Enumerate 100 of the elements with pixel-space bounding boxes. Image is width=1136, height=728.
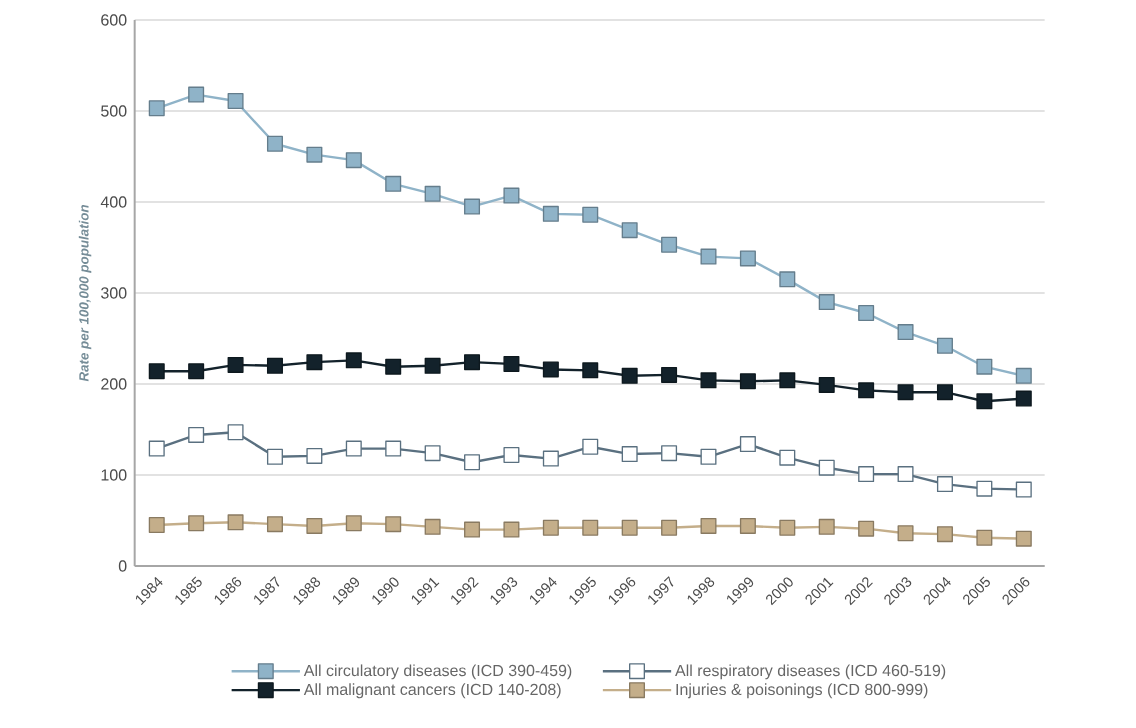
point <box>661 236 678 253</box>
point <box>1015 367 1032 384</box>
point <box>582 438 599 455</box>
point <box>936 476 953 493</box>
point <box>779 449 796 466</box>
point <box>464 521 481 538</box>
point <box>739 517 756 534</box>
point <box>818 459 835 476</box>
y-tick-label: 600 <box>101 14 127 26</box>
point <box>858 520 875 537</box>
point <box>227 356 244 373</box>
point <box>227 92 244 109</box>
y-tick-label: 200 <box>101 378 127 390</box>
point <box>700 248 717 265</box>
point <box>464 454 481 471</box>
point <box>621 222 638 239</box>
point <box>306 146 323 163</box>
point <box>858 305 875 322</box>
point <box>858 382 875 399</box>
y-tick-label: 400 <box>100 196 127 208</box>
point <box>582 519 599 536</box>
point <box>582 206 599 223</box>
point <box>227 424 244 441</box>
point <box>266 448 283 465</box>
point <box>1015 390 1032 407</box>
y-axis-title: Rate per 100,000 population <box>78 205 92 382</box>
point <box>503 521 520 538</box>
point <box>739 436 756 453</box>
point <box>266 357 283 374</box>
point <box>385 358 402 375</box>
point <box>1015 530 1032 547</box>
y-tick-label: 300 <box>101 287 127 299</box>
point <box>661 519 678 536</box>
point <box>976 529 993 546</box>
point <box>818 518 835 535</box>
y-tick-label: 0 <box>118 560 127 572</box>
point <box>385 516 402 533</box>
point <box>976 480 993 497</box>
point <box>1015 481 1032 498</box>
point <box>148 440 165 457</box>
legend-label: All circulatory diseases (ICD 390-459) <box>303 664 572 680</box>
point <box>188 515 205 532</box>
point <box>976 393 993 410</box>
y-tick-label: 100 <box>101 469 127 481</box>
point <box>621 446 638 463</box>
legend-label: All malignant cancers (ICD 140-208) <box>303 683 561 699</box>
legend-label: Injuries & poisonings (ICD 800-999) <box>676 683 928 699</box>
point <box>266 135 283 152</box>
point <box>148 363 165 380</box>
point <box>345 152 362 169</box>
point <box>503 187 520 204</box>
point <box>542 361 559 378</box>
point <box>188 426 205 443</box>
point <box>542 205 559 222</box>
point <box>700 372 717 389</box>
point <box>936 384 953 401</box>
point <box>661 366 678 383</box>
point <box>818 294 835 311</box>
point <box>779 372 796 389</box>
point <box>779 519 796 536</box>
point <box>818 376 835 393</box>
point <box>148 517 165 534</box>
point <box>306 517 323 534</box>
point <box>779 271 796 288</box>
point <box>542 450 559 467</box>
point <box>345 352 362 369</box>
point <box>897 525 914 542</box>
point <box>424 518 441 535</box>
point <box>700 448 717 465</box>
point <box>542 519 559 536</box>
point <box>936 526 953 543</box>
point <box>897 384 914 401</box>
point <box>739 250 756 267</box>
y-tick-label: 500 <box>101 105 127 117</box>
point <box>464 198 481 215</box>
legend-label: All respiratory diseases (ICD 460-519) <box>675 664 946 680</box>
point <box>148 100 165 117</box>
point <box>306 447 323 464</box>
point <box>739 373 756 390</box>
point <box>976 358 993 375</box>
point <box>424 357 441 374</box>
point <box>385 175 402 192</box>
point <box>661 445 678 462</box>
point <box>227 514 244 531</box>
point <box>424 445 441 462</box>
point <box>385 440 402 457</box>
point <box>188 363 205 380</box>
point <box>897 324 914 341</box>
point <box>424 185 441 202</box>
point <box>936 337 953 354</box>
point <box>266 516 283 533</box>
point <box>700 517 717 534</box>
point <box>582 362 599 379</box>
point <box>188 86 205 103</box>
point <box>345 440 362 457</box>
point <box>897 466 914 483</box>
point <box>503 446 520 463</box>
point <box>858 466 875 483</box>
point <box>464 354 481 371</box>
point <box>306 354 323 371</box>
